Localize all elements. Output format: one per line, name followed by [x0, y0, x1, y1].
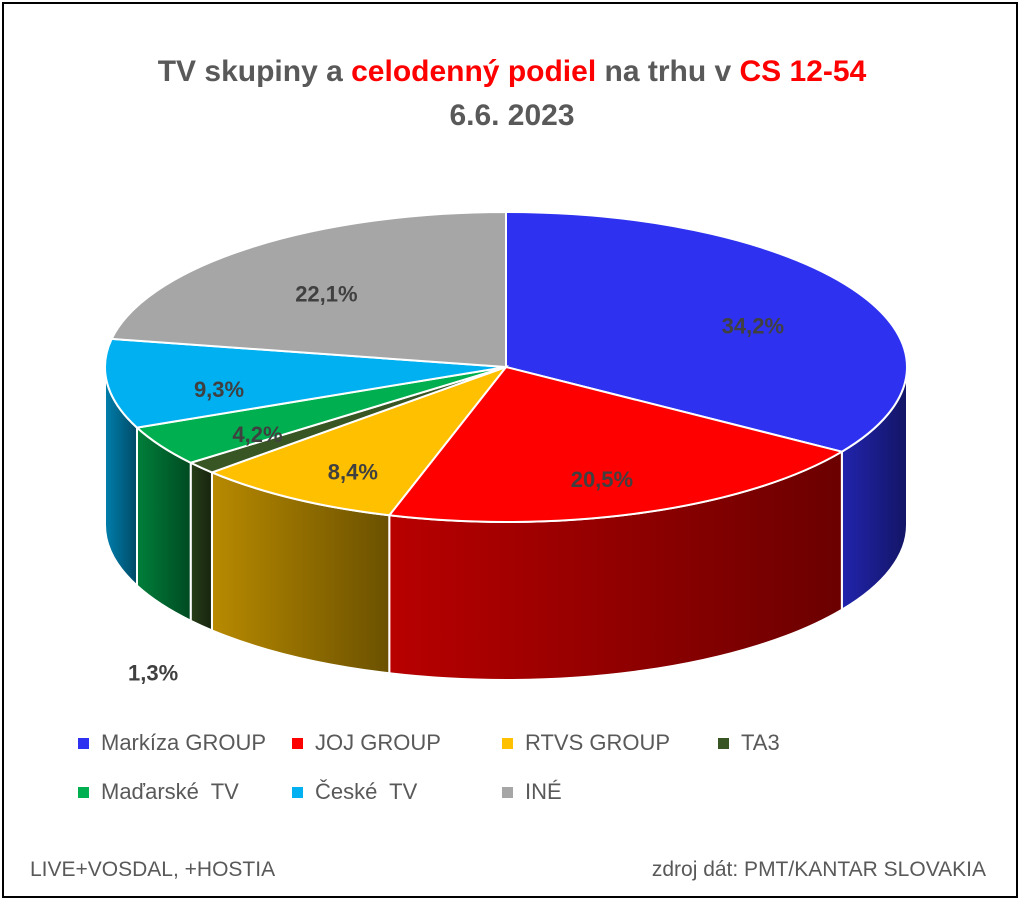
data-label-ceske-tv: 9,3%	[194, 377, 244, 402]
pie-slice-ceske-tv	[104, 337, 507, 429]
data-label-madarske-tv: 4,2%	[232, 422, 282, 447]
data-label-ta3: 1,3%	[128, 661, 178, 686]
pie-slice-ine	[110, 210, 507, 369]
footer-note: LIVE+VOSDAL, +HOSTIA	[30, 858, 276, 881]
title-line-2: 6.6. 2023	[449, 99, 575, 132]
data-label-markiza-group: 34,2%	[722, 313, 784, 338]
footer-source: zdroj dát: PMT/KANTAR SLOVAKIA	[651, 858, 986, 881]
chart-title: TV skupiny a celodenný podiel na trhu v …	[0, 50, 1024, 138]
data-label-joj-group: 20,5%	[571, 467, 633, 492]
data-label-rtvs-group: 8,4%	[328, 460, 378, 485]
title-line-1: TV skupiny a celodenný podiel na trhu v …	[157, 55, 867, 88]
pie-side-ta3	[189, 461, 213, 632]
pie-slice-rtvs-group	[209, 364, 509, 517]
data-label-ine: 22,1%	[295, 282, 357, 307]
pie-slice-joj-group	[387, 365, 845, 523]
